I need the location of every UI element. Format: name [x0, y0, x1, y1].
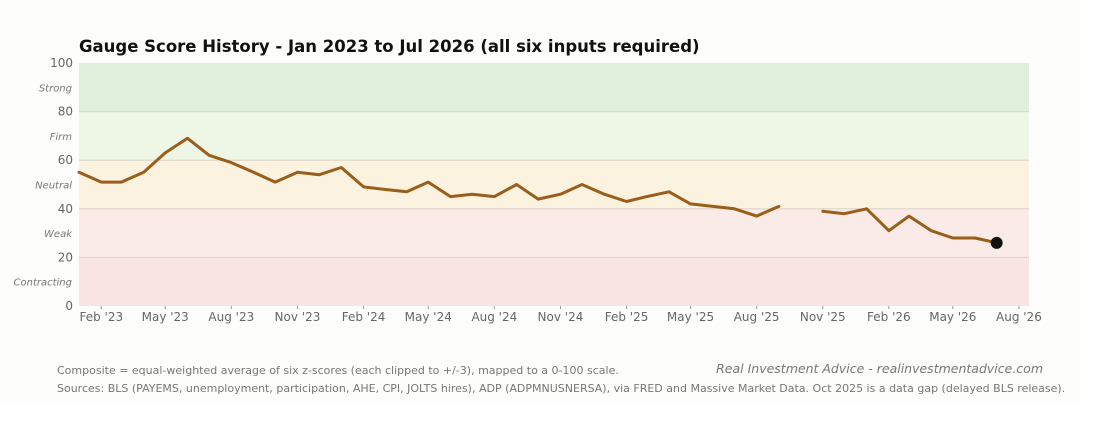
x-tick-label: Nov '24: [538, 310, 584, 324]
x-tick-label: Aug '26: [996, 310, 1042, 324]
zone-band-strong: [79, 63, 1029, 112]
x-tick-label: May '25: [667, 310, 714, 324]
x-tick-label: Feb '25: [605, 310, 649, 324]
zone-label-strong: Strong: [39, 83, 72, 94]
x-tick-label: Aug '25: [734, 310, 780, 324]
x-tick-label: Aug '24: [471, 310, 517, 324]
y-tick-label: 0: [65, 299, 73, 313]
zone-label-weak: Weak: [44, 229, 73, 240]
zone-band-neutral: [79, 160, 1029, 209]
chart-title: Gauge Score History - Jan 2023 to Jul 20…: [79, 37, 700, 56]
zone-label-firm: Firm: [50, 132, 73, 143]
y-tick-label: 20: [58, 250, 73, 264]
x-tick-label: May '26: [929, 310, 976, 324]
x-tick-label: Aug '23: [208, 310, 254, 324]
x-tick-label: May '24: [405, 310, 452, 324]
chart-footer-notes: Composite = equal-weighted average of si…: [57, 362, 1065, 398]
x-tick-label: May '23: [142, 310, 189, 324]
x-tick-label: Feb '23: [79, 310, 123, 324]
method-note: Composite = equal-weighted average of si…: [57, 364, 619, 377]
chart-card: Gauge Score History - Jan 2023 to Jul 20…: [13, 37, 1066, 398]
x-tick-label: Feb '24: [342, 310, 386, 324]
latest-point-marker: [990, 236, 1003, 249]
x-tick-label: Nov '23: [275, 310, 321, 324]
score-line-segment-1: [77, 136, 781, 218]
x-tick-label: Nov '25: [800, 310, 846, 324]
score-line-segment-2: [821, 207, 999, 245]
y-tick-label: 40: [58, 202, 73, 216]
zone-label-contracting: Contracting: [14, 278, 72, 289]
gauge-score-chart: Gauge Score History - Jan 2023 to Jul 20…: [14, 37, 1042, 324]
zone-label-neutral: Neutral: [35, 181, 72, 192]
y-tick-label: 80: [58, 105, 73, 119]
zone-band-firm: [79, 111, 1029, 161]
y-tick-label: 60: [58, 153, 73, 167]
x-tick-label: Feb '26: [867, 310, 911, 324]
sources-note: Sources: BLS (PAYEMS, unemployment, part…: [57, 382, 1066, 395]
y-tick-label: 100: [50, 56, 73, 70]
zone-band-weak: [79, 208, 1029, 258]
zone-band-contracting: [79, 257, 1029, 306]
credit-note: Real Investment Advice - realinvestmenta…: [716, 361, 1043, 376]
